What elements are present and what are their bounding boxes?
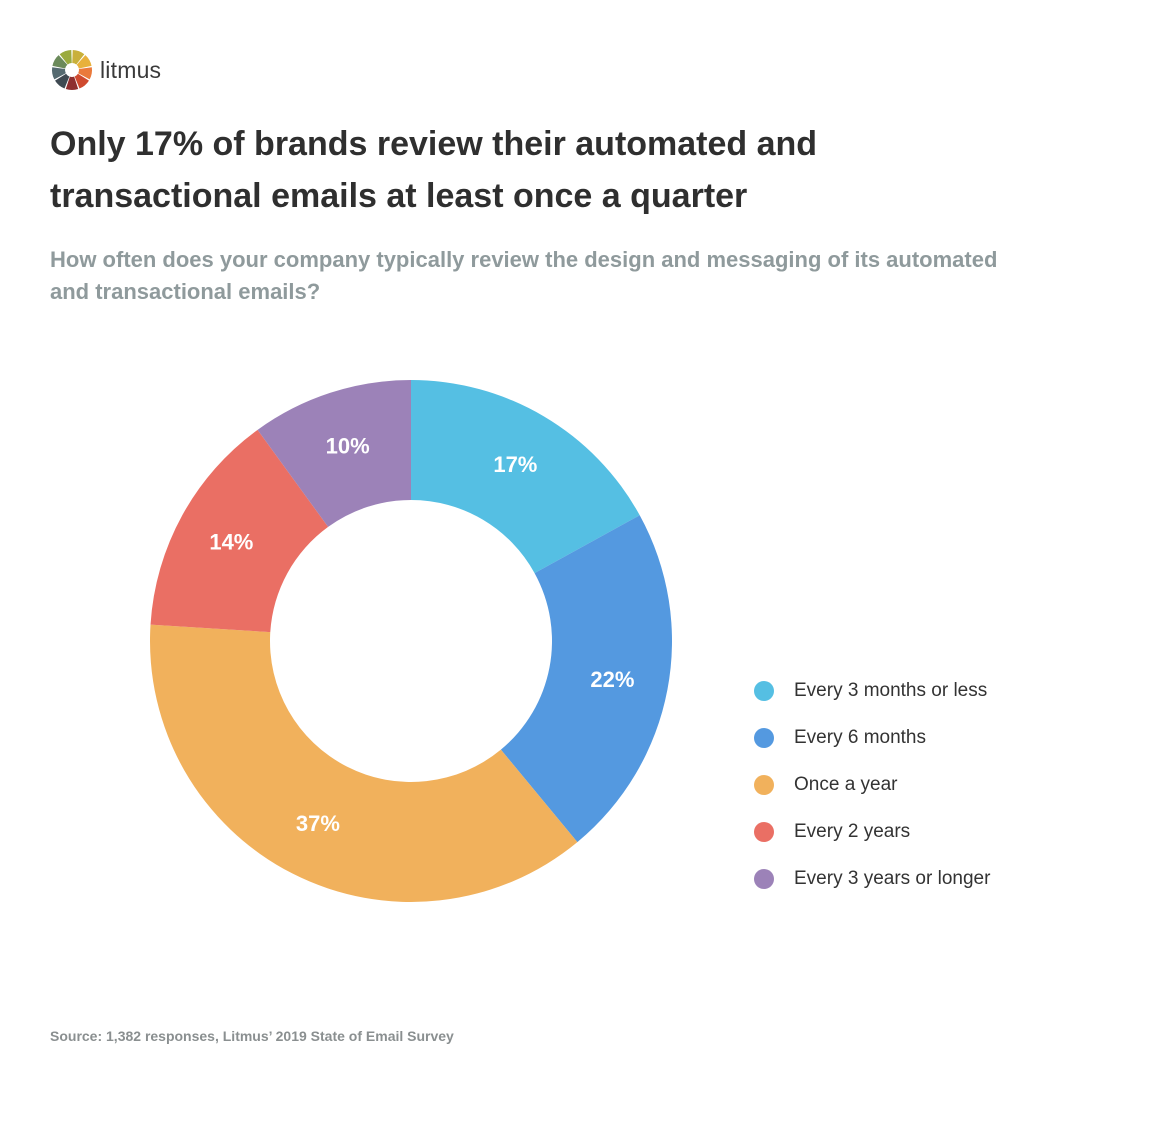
legend-item: Every 3 years or longer [754, 855, 990, 902]
logo-wedge [76, 55, 92, 69]
logo-wedge [78, 67, 92, 80]
logo-wedge [74, 73, 89, 89]
slice-label: 10% [326, 434, 370, 459]
legend-item: Once a year [754, 761, 990, 808]
logo-wedge [59, 50, 72, 65]
chart-legend: Every 3 months or less Every 6 months On… [754, 667, 990, 902]
donut-slice [150, 429, 329, 633]
logo-wedge [52, 67, 66, 80]
legend-label: Every 3 months or less [794, 679, 988, 701]
donut-slice [411, 380, 640, 574]
logo-wedge [55, 73, 70, 89]
legend-swatch [754, 680, 774, 701]
legend-label: Every 3 years or longer [794, 867, 991, 889]
slice-label: 17% [493, 452, 537, 477]
brand-name: litmus [100, 56, 162, 83]
legend-label: Once a year [794, 773, 898, 795]
legend-item: Every 2 years [754, 808, 990, 855]
page-subtitle: How often does your company typically re… [50, 247, 998, 304]
legend-item: Every 6 months [754, 714, 990, 761]
slice-label: 37% [296, 811, 340, 836]
legend-swatch [754, 774, 774, 795]
legend-swatch [754, 868, 774, 889]
legend-item: Every 3 months or less [754, 667, 990, 714]
litmus-logo-icon [52, 50, 92, 90]
legend-label: Every 6 months [794, 726, 926, 748]
logo-wedge [72, 50, 85, 65]
source-note: Source: 1,382 responses, Litmus’ 2019 St… [50, 1028, 454, 1044]
donut-slice [500, 515, 672, 843]
slice-label: 22% [590, 667, 634, 692]
donut-slice [257, 380, 411, 527]
page-title: Only 17% of brands review their automate… [50, 125, 818, 215]
legend-swatch [754, 727, 774, 748]
brand-logo: litmus [50, 48, 161, 92]
donut-slice [150, 624, 578, 902]
donut-chart: 17% 22% 37% 14% 10% [150, 380, 672, 902]
legend-swatch [754, 821, 774, 842]
legend-label: Every 2 years [794, 820, 911, 842]
slice-label: 14% [209, 530, 253, 555]
logo-wedge [65, 76, 79, 90]
logo-wedge [52, 55, 68, 69]
